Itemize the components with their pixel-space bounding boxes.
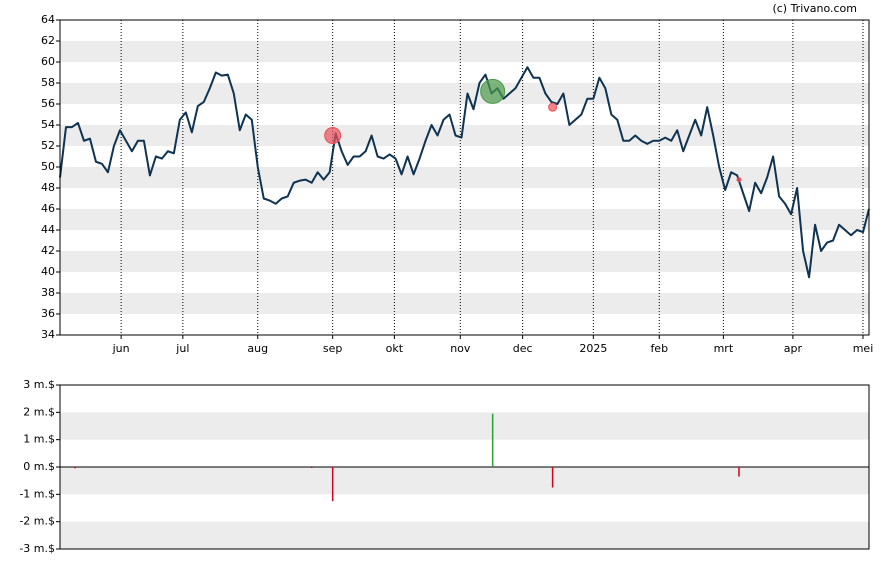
grid-band [60, 412, 869, 440]
grid-band [60, 167, 869, 188]
y-tick-label: -1 m.$ [19, 487, 55, 500]
y-tick-label: 42 [41, 244, 55, 257]
y-tick-label: 58 [41, 76, 55, 89]
y-tick-label: 52 [41, 139, 55, 152]
trade-marker [324, 127, 342, 144]
y-tick-label: 62 [41, 34, 55, 47]
y-tick-label: 44 [41, 223, 55, 236]
bar [491, 413, 494, 467]
y-tick-label: 34 [41, 328, 55, 341]
x-tick-label: aug [247, 342, 268, 355]
grid-band [60, 125, 869, 146]
x-tick-label: nov [450, 342, 471, 355]
grid-band [60, 209, 869, 230]
x-tick-label: jun [112, 342, 130, 355]
y-tick-label: 48 [41, 181, 55, 194]
trade-marker [548, 102, 558, 112]
grid-band [60, 521, 869, 549]
y-tick-label: 60 [41, 55, 55, 68]
y-tick-label: 36 [41, 307, 55, 320]
credit: (c) Trivano.com [772, 2, 857, 15]
grid-band [60, 41, 869, 62]
y-tick-label: -2 m.$ [19, 515, 55, 528]
y-tick-label: 56 [41, 97, 55, 110]
y-tick-label: 64 [41, 13, 55, 26]
y-tick-label: 54 [41, 118, 55, 131]
y-tick-label: 38 [41, 286, 55, 299]
x-tick-label: sep [323, 342, 342, 355]
grid-band [60, 293, 869, 314]
grid-band [60, 83, 869, 104]
price-line [59, 66, 870, 279]
x-tick-label: dec [513, 342, 533, 355]
x-tick-label: mrt [714, 342, 734, 355]
y-tick-label: 3 m.$ [23, 378, 55, 391]
x-tick-label: okt [386, 342, 404, 355]
y-tick-label: 46 [41, 202, 55, 215]
bar [331, 467, 334, 502]
x-tick-label: feb [650, 342, 668, 355]
bar [551, 467, 554, 488]
y-tick-label: 50 [41, 160, 55, 173]
trade-marker [480, 78, 506, 104]
grid-band [60, 467, 869, 495]
y-tick-label: -3 m.$ [19, 542, 55, 555]
x-tick-label: apr [784, 342, 803, 355]
bar [310, 467, 313, 468]
y-tick-label: 1 m.$ [23, 433, 55, 446]
bar [738, 467, 740, 477]
trade-marker [736, 177, 742, 183]
plot-frame [59, 19, 870, 336]
x-tick-label: 2025 [579, 342, 607, 355]
x-tick-label: jul [175, 342, 189, 355]
plot-frame [59, 384, 870, 550]
y-tick-label: 40 [41, 265, 55, 278]
grid-band [60, 251, 869, 272]
bar [74, 467, 76, 469]
y-tick-label: 0 m.$ [23, 460, 55, 473]
y-tick-label: 2 m.$ [23, 405, 55, 418]
x-tick-label: mei [853, 342, 874, 355]
